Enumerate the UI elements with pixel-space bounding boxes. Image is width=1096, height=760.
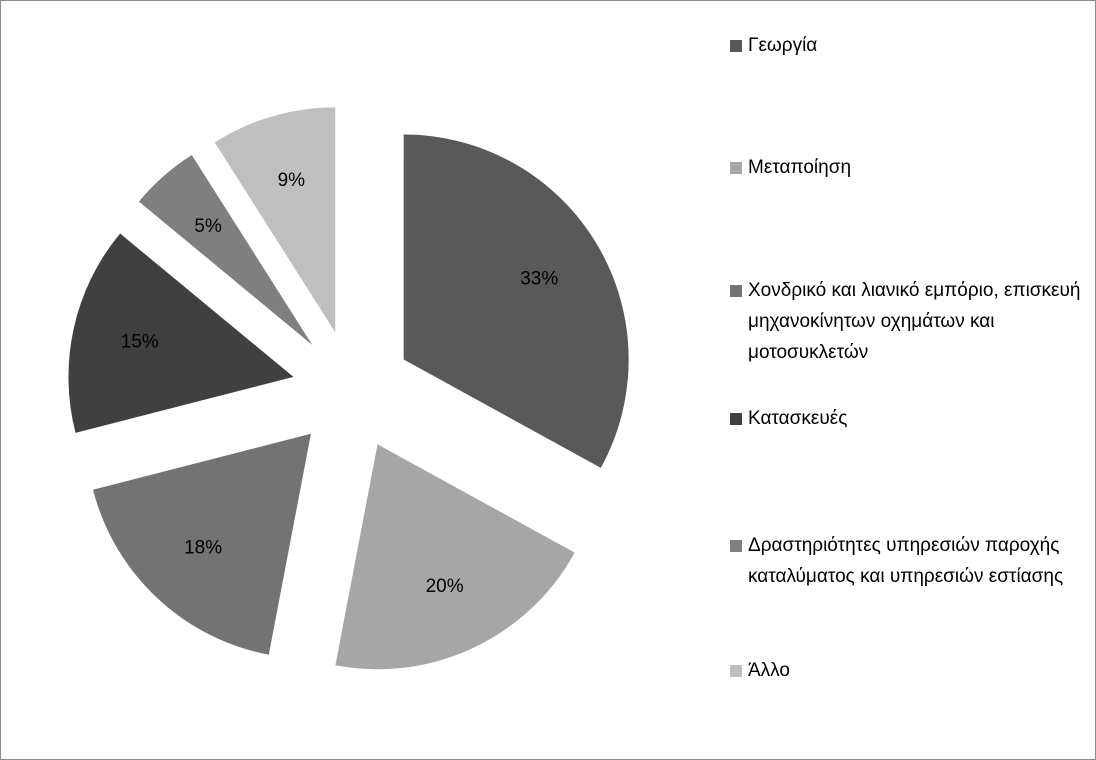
legend-swatch bbox=[730, 665, 742, 677]
legend-item: Γεωργία bbox=[730, 30, 1090, 61]
pie-slice bbox=[214, 107, 336, 333]
data-label: 15% bbox=[121, 332, 159, 353]
legend-item: Κατασκευές bbox=[730, 403, 1090, 434]
pie-slice bbox=[138, 155, 313, 345]
legend-swatch bbox=[730, 285, 742, 297]
legend-item: Μεταποίηση bbox=[730, 152, 1090, 183]
legend-swatch bbox=[730, 40, 742, 52]
legend-label: Άλλο bbox=[748, 660, 790, 681]
data-label: 5% bbox=[194, 216, 222, 237]
legend-item: Χονδρικό και λιανικό εμπόριο, επισκευή μ… bbox=[730, 275, 1090, 368]
data-label: 33% bbox=[520, 268, 558, 289]
pie-slice bbox=[68, 233, 294, 433]
data-label: 20% bbox=[426, 576, 464, 597]
legend-label: Μεταποίηση bbox=[748, 157, 852, 178]
legend-item: Άλλο bbox=[730, 655, 1090, 686]
data-label: 9% bbox=[278, 170, 306, 191]
pie-slice bbox=[403, 134, 629, 468]
pie-slice bbox=[92, 433, 311, 655]
legend-label: Χονδρικό και λιανικό εμπόριο, επισκευή μ… bbox=[748, 280, 1081, 363]
legend-swatch bbox=[730, 540, 742, 552]
legend-item: Δραστηριότητες υπηρεσιών παροχής καταλύμ… bbox=[730, 530, 1090, 592]
legend-label: Γεωργία bbox=[748, 35, 818, 56]
legend-label: Κατασκευές bbox=[748, 408, 848, 429]
legend-label: Δραστηριότητες υπηρεσιών παροχής καταλύμ… bbox=[748, 535, 1064, 587]
pie-slice bbox=[335, 444, 575, 670]
legend-swatch bbox=[730, 162, 742, 174]
legend-swatch bbox=[730, 413, 742, 425]
data-label: 18% bbox=[184, 538, 222, 559]
